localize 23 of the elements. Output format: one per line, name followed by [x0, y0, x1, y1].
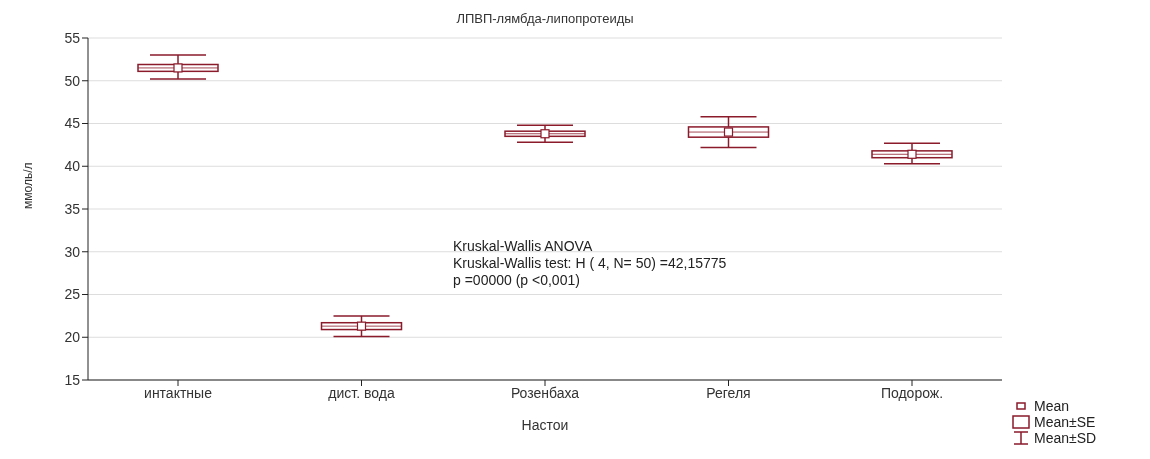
y-axis-title: ммоль/л: [21, 162, 36, 209]
text: Mean±SD: [1034, 430, 1097, 446]
y-tick-label: 30: [64, 243, 81, 260]
annotation: Kruskal-Wallis test: H ( 4, N= 50) =42,15775: [453, 255, 727, 272]
y-tick-label: 20: [64, 329, 81, 346]
y-tick-label: 35: [64, 200, 81, 217]
annotation: p =00000 (p <0,001): [453, 272, 581, 289]
annotation: Kruskal-Wallis ANOVA: [453, 238, 594, 255]
y-tick-label: 40: [64, 158, 81, 175]
x-tick-label: Регеля: [706, 384, 751, 401]
x-tick-label: Розенбаха: [510, 384, 580, 401]
chart-title: ЛПВП-лямбда-липопротеиды: [455, 10, 635, 28]
text: Mean: [1034, 398, 1070, 414]
text: Mean±SE: [1034, 414, 1096, 430]
y-tick-label: 25: [64, 286, 81, 303]
x-tick-label: дист. вода: [328, 384, 395, 401]
x-tick-label: Подорож.: [880, 384, 944, 401]
x-tick-label: интактные: [144, 384, 213, 401]
y-tick-label: 15: [64, 371, 81, 388]
y-tick-label: 55: [64, 29, 81, 46]
y-tick-label: 45: [64, 115, 81, 132]
x-axis-title: Настои: [521, 417, 569, 433]
y-tick-label: 50: [64, 72, 81, 89]
